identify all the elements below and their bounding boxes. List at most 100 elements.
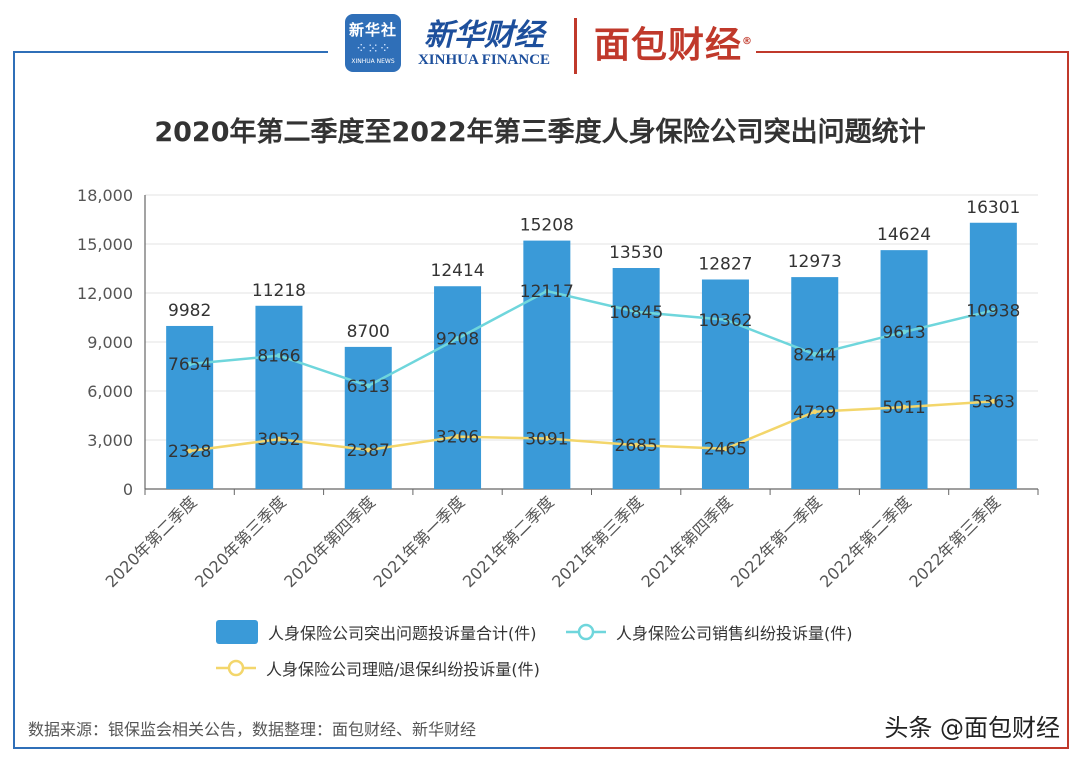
bar-value-label: 11218 — [252, 281, 306, 301]
line-point — [276, 436, 282, 442]
x-tick-label: 2021年第四季度 — [637, 492, 736, 591]
xinhua-finance-brand: 新华财经 — [424, 18, 544, 53]
legend-label-claims: 人身保险公司理赔/退保纠纷投诉量(件) — [266, 660, 540, 679]
legend-item-sales: 人身保险公司销售纠纷投诉量(件) — [566, 620, 853, 644]
line-point — [990, 307, 996, 313]
frame-left-blue — [13, 51, 540, 749]
legend-item-claims: 人身保险公司理赔/退保纠纷投诉量(件) — [216, 656, 540, 680]
line-point — [187, 448, 193, 454]
line-point — [544, 288, 550, 294]
bar — [969, 222, 1017, 489]
bar — [701, 279, 749, 489]
line-value-label: 5363 — [972, 392, 1015, 412]
line-value-label: 3091 — [525, 430, 568, 450]
y-tick-label: 15,000 — [77, 235, 133, 254]
line-value-label: 6313 — [347, 377, 390, 397]
y-tick-label: 12,000 — [77, 284, 133, 303]
line-series — [187, 288, 996, 454]
x-tick-label: 2022年第三季度 — [905, 492, 1004, 591]
line-value-label: 2685 — [615, 436, 658, 456]
legend-swatch-claims — [216, 659, 256, 677]
bar-series — [166, 222, 1017, 489]
y-tick-label: 18,000 — [77, 186, 133, 205]
line-value-label: 4729 — [793, 403, 836, 423]
frame-right-red — [540, 51, 1069, 749]
line-value-label: 9613 — [882, 323, 925, 343]
chart-title: 2020年第二季度至2022年第三季度人身保险公司突出问题统计 — [154, 117, 926, 148]
mianbao-finance-brand: 面包财经® — [594, 16, 753, 68]
bar-value-label: 9982 — [168, 301, 211, 321]
y-tick-label: 3,000 — [87, 431, 133, 450]
bar-value-label: 13530 — [609, 243, 663, 263]
x-tick-label: 2022年第一季度 — [727, 492, 826, 591]
legend-item-total: 人身保险公司突出问题投诉量合计(件) — [216, 620, 537, 644]
line-value-label: 10845 — [609, 303, 663, 323]
x-tick-label: 2021年第二季度 — [459, 492, 558, 591]
y-tick-label: 6,000 — [87, 382, 133, 401]
line-value-label: 2328 — [168, 442, 211, 462]
line-value-label: 2387 — [347, 441, 390, 461]
data-labels: 9982 11218 8700 12414 15208 13530 12827 12973 14… — [168, 198, 1020, 462]
line-point — [722, 446, 728, 452]
legend-swatch-sales — [566, 623, 606, 641]
data-source-note: 数据来源：银保监会相关公告，数据整理：面包财经、新华财经 — [28, 720, 477, 739]
x-tick-label: 2021年第三季度 — [548, 492, 647, 591]
logo-subtext: XINHUA NEWS — [351, 58, 395, 65]
line-value-label: 2465 — [704, 440, 747, 460]
series-line-sales — [189, 289, 994, 388]
x-tick-label: 2020年第四季度 — [280, 492, 379, 591]
bar — [255, 305, 303, 489]
line-point — [544, 436, 550, 442]
brand-divider — [574, 18, 577, 74]
line-point — [633, 442, 639, 448]
line-point — [365, 447, 371, 453]
legend-label-total: 人身保险公司突出问题投诉量合计(件) — [268, 624, 537, 643]
line-value-label: 10938 — [966, 301, 1020, 321]
x-tick-label: 2020年第三季度 — [191, 492, 290, 591]
line-point — [633, 309, 639, 315]
bar-value-label: 15208 — [520, 216, 574, 236]
line-point — [455, 336, 461, 342]
x-tick-label: 2021年第一季度 — [370, 492, 469, 591]
legend-swatch-bar — [216, 620, 258, 644]
logo-text: 新华社 — [348, 21, 397, 39]
bar-value-label: 16301 — [966, 198, 1020, 218]
line-point — [901, 329, 907, 335]
line-point — [901, 404, 907, 410]
xinhua-finance-subbrand: XINHUA FINANCE — [417, 52, 551, 68]
line-point — [812, 409, 818, 415]
xinhua-news-logo: 新华社 ⁘⁙⁘ XINHUA NEWS — [345, 14, 401, 72]
line-value-label: 12117 — [520, 282, 574, 302]
bar — [612, 268, 660, 489]
author-watermark: 头条 @面包财经 — [884, 714, 1060, 742]
line-value-label: 5011 — [882, 398, 925, 418]
y-tick-label: 9,000 — [87, 333, 133, 352]
line-value-label: 9208 — [436, 330, 479, 350]
line-point — [276, 353, 282, 359]
line-value-label: 3206 — [436, 428, 479, 448]
line-point — [990, 398, 996, 404]
combo-chart: 0 3,000 6,000 9,000 12,000 15,000 18,000 2020年第… — [77, 186, 1039, 591]
bar — [434, 286, 482, 489]
bar — [166, 325, 214, 489]
y-tick-label: 0 — [123, 480, 133, 499]
line-point — [722, 317, 728, 323]
network-icon: ⁘⁙⁘ — [355, 41, 391, 57]
line-point — [455, 434, 461, 440]
legend-label-sales: 人身保险公司销售纠纷投诉量(件) — [616, 624, 853, 643]
x-tick-label: 2020年第二季度 — [102, 492, 201, 591]
bar — [791, 277, 839, 489]
bar-value-label: 12827 — [698, 254, 752, 274]
line-value-label: 7654 — [168, 355, 211, 375]
bar — [344, 346, 392, 489]
line-point — [365, 383, 371, 389]
registered-mark: ® — [742, 36, 754, 47]
line-value-label: 3052 — [257, 430, 300, 450]
bar-value-label: 12973 — [788, 252, 842, 272]
line-point — [187, 361, 193, 367]
bar — [523, 240, 571, 489]
x-tick-label: 2022年第二季度 — [816, 492, 915, 591]
line-value-label: 8166 — [257, 347, 300, 367]
mianbao-brand-text: 面包财经 — [594, 25, 743, 66]
